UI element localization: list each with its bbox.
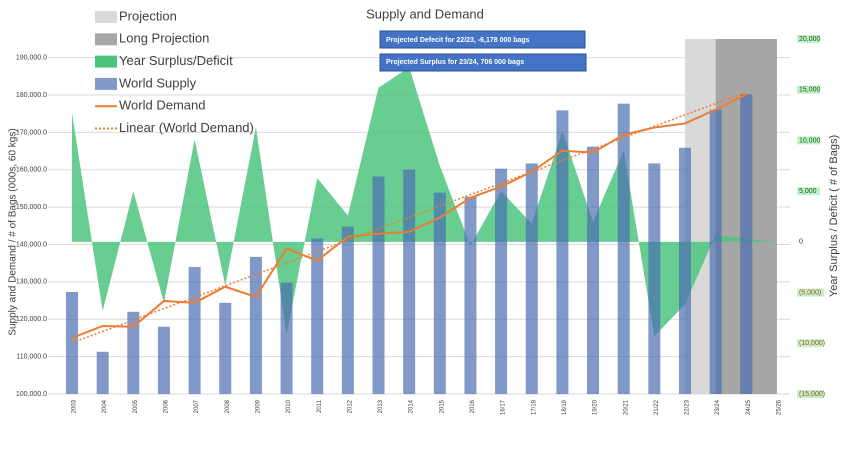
legend-label: Long Projection <box>119 31 209 46</box>
demand-line <box>71 93 747 339</box>
y2-tick-box <box>797 288 824 297</box>
surplus-area <box>72 67 777 337</box>
x-tick-label: 2016 <box>470 399 476 413</box>
legend-swatch <box>95 11 117 23</box>
x-tick-label: 24/25 <box>746 399 752 415</box>
supply-bar <box>525 163 538 394</box>
plot <box>66 39 777 394</box>
chart-title: Supply and Demand <box>366 6 484 21</box>
y2-tick-label: 20,000 <box>799 36 821 43</box>
annotation: Projected Defecit for 22/23, -6,178 000 … <box>386 37 530 44</box>
supply-bar <box>219 302 232 394</box>
supply-bar <box>96 351 109 394</box>
supply-bar <box>740 94 753 394</box>
x-tick-label: 2005 <box>133 399 139 413</box>
x-tick-label: 2013 <box>378 399 384 413</box>
annotation-box <box>379 30 586 49</box>
annotation: Projected Surplus for 23/24, 706 000 bag… <box>386 59 524 66</box>
y-tick-label: 180,000.0 <box>16 92 47 99</box>
supply-bar <box>403 169 416 394</box>
legend-swatch <box>95 33 117 46</box>
y2-tick-label: 0 <box>799 239 803 246</box>
y-tick-label: 130,000.0 <box>16 279 47 286</box>
supply-bar <box>188 266 201 394</box>
x-tick-label: 2015 <box>439 399 445 413</box>
y2-tick-label: (5,000) <box>799 289 821 296</box>
x-tick-label: 17/18 <box>531 399 537 415</box>
y2-tick-box <box>797 85 820 94</box>
y-tick-label: 170,000.0 <box>16 129 47 136</box>
legend-label: Projection <box>119 8 177 23</box>
supply-bar <box>127 311 140 394</box>
y2-tick-label: 10,000 <box>799 137 821 144</box>
supply-bar <box>464 196 477 394</box>
legend-swatch <box>95 55 117 68</box>
x-tick-label: 19/20 <box>593 399 599 415</box>
annotation-box <box>379 53 587 72</box>
legend: Projection Long Projection Year Surplus/De… <box>95 8 254 135</box>
supply-bar <box>556 110 569 394</box>
supply-bar <box>341 226 354 394</box>
x-tick-label: 2003 <box>72 399 78 413</box>
supply-bar <box>433 192 446 394</box>
x-tick-label: 2011 <box>317 399 323 413</box>
y-tick-label: 110,000.0 <box>16 353 47 360</box>
legend-label: World Supply <box>119 75 197 90</box>
y2-tick-label: (15,000) <box>799 391 825 398</box>
supply-bar <box>679 147 691 394</box>
y2-tick-label: (10,000) <box>799 340 825 347</box>
x-tick-label: 2007 <box>194 399 200 413</box>
legend-label: Year Surplus/Deficit <box>119 53 233 68</box>
y2-axis-label: Year Surplus / Deficit ( # of Bags) <box>828 135 840 297</box>
x-tick-label: 25/26 <box>777 399 783 415</box>
legend-swatch <box>95 77 117 90</box>
x-tick-label: 16/17 <box>501 399 507 415</box>
x-tick-label: 21/22 <box>654 399 660 415</box>
x-tick-label: 18/19 <box>562 399 568 415</box>
supply-bar <box>311 238 324 394</box>
supply-bar <box>372 176 385 394</box>
y-tick-label: 100,000.0 <box>16 391 47 398</box>
supply-bar <box>709 109 722 394</box>
y2-tick-box <box>797 339 824 348</box>
y-tick-label: 150,000.0 <box>16 204 47 211</box>
supply-bar <box>495 168 508 394</box>
x-tick-label: 2012 <box>347 399 353 413</box>
supply-bar <box>280 282 293 394</box>
supply-bar <box>617 103 630 394</box>
y-tick-label: 160,000.0 <box>16 167 47 174</box>
y2-tick-box <box>797 390 824 398</box>
y-tick-label: 120,000.0 <box>16 316 47 323</box>
y-axis-label: Supply and Demand / # of Bags (000s, 60 … <box>8 128 19 335</box>
x-tick-label: 2009 <box>255 399 261 413</box>
supply-bar <box>648 163 661 394</box>
x-tick-label: 2004 <box>102 399 108 413</box>
x-tick-label: 2014 <box>409 399 415 413</box>
y2-tick-box <box>797 187 820 196</box>
y2-tick-box <box>797 35 820 43</box>
x-tick-label: 2008 <box>225 399 231 413</box>
y-tick-label: 140,000.0 <box>16 241 47 248</box>
y2-tick-box <box>797 136 820 145</box>
supply-bar <box>157 326 170 394</box>
legend-label: World Demand <box>119 98 205 113</box>
x-tick-label: 2010 <box>286 399 292 413</box>
supply-bar <box>587 146 600 394</box>
x-tick-label: 22/23 <box>685 399 691 415</box>
x-tick-label: 23/24 <box>715 399 721 415</box>
x-tick-label: 20/21 <box>623 399 629 415</box>
y2-tick-label: 15,000 <box>799 87 821 94</box>
y-tick-label: 190,000.0 <box>16 55 47 62</box>
y2-tick-label: 5,000 <box>799 188 817 195</box>
x-tick-label: 2006 <box>164 399 170 413</box>
legend-label: Linear (World Demand) <box>119 120 254 135</box>
supply-bar <box>249 256 262 394</box>
supply-bar <box>66 291 78 394</box>
